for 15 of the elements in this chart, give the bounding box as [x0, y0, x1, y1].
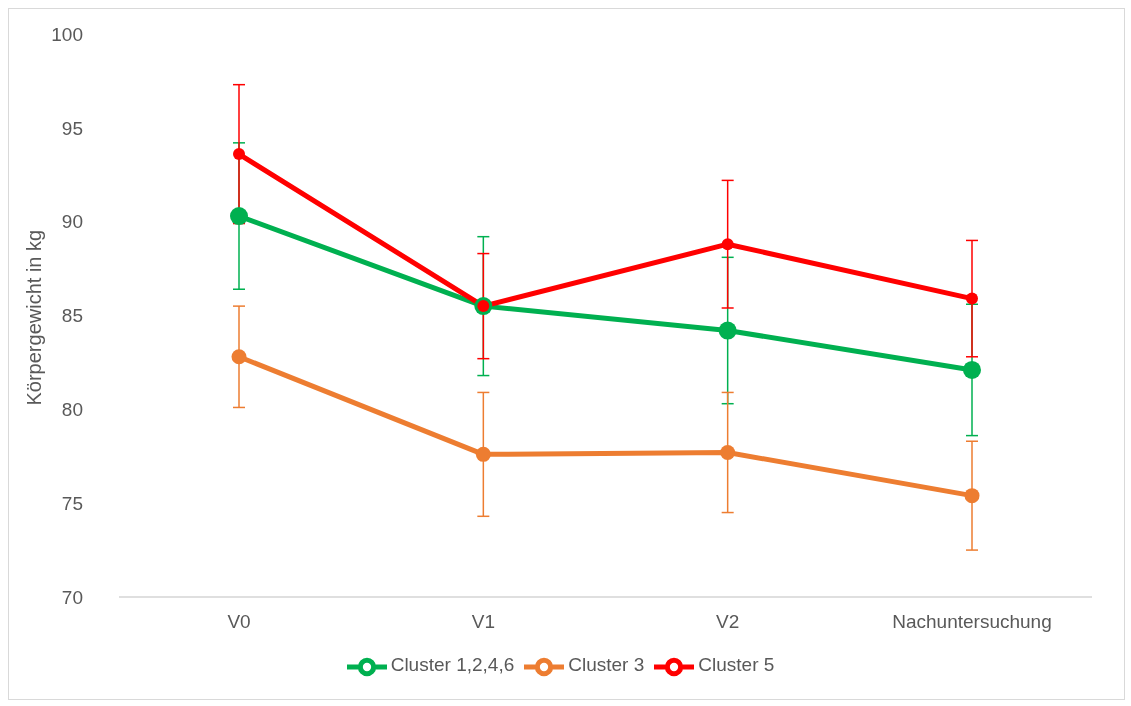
y-tick-label: 75: [61, 492, 83, 514]
y-tick-label: 90: [61, 211, 83, 233]
y-tick-label: 80: [61, 399, 83, 421]
y-tick-label: 95: [61, 117, 83, 139]
legend-label: Cluster 1,2,4,6: [390, 654, 515, 676]
legend-label: Cluster 3: [568, 654, 645, 676]
x-tick-label: Nachuntersuchung: [892, 611, 1052, 633]
x-tick-label: V2: [716, 611, 740, 633]
y-axis-title: Körpergewicht in kg: [23, 229, 46, 406]
y-tick-label: 100: [51, 23, 83, 45]
y-tick-label: 70: [61, 586, 83, 608]
x-tick-label: V1: [471, 611, 495, 633]
y-tick-label: 85: [61, 305, 83, 327]
x-tick-label: V0: [227, 611, 251, 633]
legend-label: Cluster 5: [698, 654, 775, 676]
